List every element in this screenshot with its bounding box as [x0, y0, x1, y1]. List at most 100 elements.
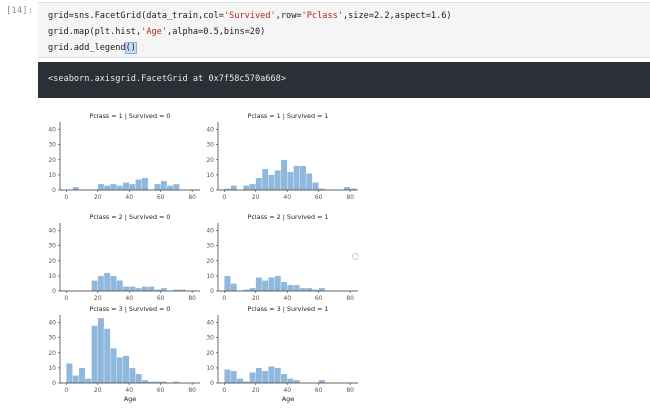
- histogram-bar: [274, 275, 282, 292]
- histogram-bar: [318, 379, 326, 384]
- histogram-bar: [305, 287, 313, 292]
- histogram-bar: [116, 357, 124, 384]
- x-tick-label: 0: [222, 295, 226, 302]
- x-tick-label: 0: [222, 387, 226, 394]
- histogram-bar: [255, 177, 263, 191]
- histogram-bar: [97, 317, 105, 384]
- histogram-bar: [122, 355, 130, 384]
- y-tick-label: 10: [48, 365, 56, 372]
- histogram-bar: [236, 378, 244, 384]
- histogram-bar: [287, 284, 294, 292]
- histogram-bar: [103, 272, 111, 292]
- histogram-bar: [299, 287, 307, 292]
- histogram-bar: [268, 277, 275, 292]
- x-tick-label: 80: [188, 387, 196, 394]
- matched-brackets: (): [124, 42, 138, 54]
- histogram-bar: [91, 280, 98, 292]
- y-tick-label: 30: [206, 243, 214, 250]
- facet-panel: Pclass = 1 | Survived = 1 0 10 20 30 40 0 20 40 6…: [206, 112, 358, 201]
- code-line-1[interactable]: grid=sns.FacetGrid(data_train,col='Survi…: [48, 11, 452, 21]
- histogram-bar: [122, 286, 130, 292]
- output-scroll-indicator[interactable]: [352, 253, 359, 260]
- facet-grid-figure: Pclass = 1 | Survived = 0 0 10 20 30 40 0 20 40 6…: [38, 104, 368, 410]
- x-tick-label: 20: [94, 295, 102, 302]
- x-tick-label: 20: [252, 387, 260, 394]
- histogram-bar: [243, 185, 250, 191]
- x-tick-label: 60: [315, 295, 323, 302]
- histogram-bar: [116, 280, 124, 292]
- facet-title: Pclass = 2 | Survived = 0: [90, 213, 171, 221]
- histogram-bar: [268, 174, 275, 191]
- code-token: grid.add_legend: [48, 43, 126, 53]
- histogram-bar: [91, 325, 98, 384]
- histogram-bar: [224, 275, 231, 292]
- x-tick-label: 60: [157, 387, 165, 394]
- histogram-bar: [129, 183, 136, 191]
- code-string: 'Pclass': [301, 11, 343, 21]
- code-cell[interactable]: grid=sns.FacetGrid(data_train,col='Survi…: [38, 2, 650, 58]
- histogram-bar: [147, 286, 155, 292]
- y-tick-label: 30: [206, 142, 214, 149]
- histogram-bar: [97, 275, 105, 292]
- histogram-bar: [72, 186, 80, 191]
- histogram-bar: [299, 165, 307, 191]
- y-tick-label: 0: [52, 288, 56, 295]
- histogram-bar: [173, 183, 180, 191]
- y-tick-label: 0: [52, 380, 56, 387]
- histogram-bar: [261, 168, 269, 191]
- facet-title: Pclass = 1 | Survived = 0: [90, 112, 171, 120]
- y-tick-label: 0: [210, 187, 214, 194]
- x-tick-label: 40: [125, 194, 133, 201]
- histogram-bar: [72, 375, 80, 384]
- x-tick-label: 0: [64, 295, 68, 302]
- histogram-bar: [249, 183, 256, 191]
- y-tick-label: 10: [206, 273, 214, 280]
- y-tick-label: 0: [52, 187, 56, 194]
- code-token: ,row=: [275, 11, 302, 21]
- x-tick-label: 80: [346, 194, 354, 201]
- x-tick-label: 80: [346, 387, 354, 394]
- histogram-bar: [110, 275, 117, 292]
- histogram-bar: [160, 287, 168, 292]
- histogram-bar: [141, 177, 149, 191]
- histogram-bar: [129, 286, 136, 292]
- x-tick-label: 20: [252, 194, 260, 201]
- y-tick-label: 40: [206, 320, 214, 327]
- histogram-bar: [293, 165, 300, 191]
- facet-title: Pclass = 3 | Survived = 0: [90, 305, 171, 313]
- facet-panel: Pclass = 2 | Survived = 0 0 10 20 30 40 0 20 40 6…: [48, 213, 200, 302]
- histogram-bar: [249, 287, 256, 292]
- histogram-bar: [280, 373, 288, 384]
- histogram-bar: [318, 287, 326, 292]
- histogram-bar: [261, 280, 269, 292]
- y-tick-label: 10: [206, 365, 214, 372]
- histogram-bar: [268, 366, 275, 384]
- x-tick-label: 40: [283, 387, 291, 394]
- x-tick-label: 80: [188, 194, 196, 201]
- x-tick-label: 40: [125, 387, 133, 394]
- y-tick-label: 20: [48, 157, 56, 164]
- y-tick-label: 40: [48, 320, 56, 327]
- histogram-bar: [261, 370, 269, 384]
- code-line-3[interactable]: grid.add_legend(): [48, 42, 138, 54]
- facet-panel: Pclass = 2 | Survived = 1 0 10 20 30 40 0 20 40 6…: [206, 213, 358, 302]
- facet-title: Pclass = 1 | Survived = 1: [248, 112, 329, 120]
- output-area: <seaborn.axisgrid.FacetGrid at 0x7f58c57…: [38, 62, 650, 98]
- code-line-2[interactable]: grid.map(plt.hist,'Age',alpha=0.5,bins=2…: [48, 27, 265, 37]
- y-tick-label: 0: [210, 288, 214, 295]
- code-token: grid.map(plt.hist,: [48, 27, 142, 37]
- y-tick-label: 30: [48, 243, 56, 250]
- y-tick-label: 40: [48, 228, 56, 235]
- histogram-bar: [85, 378, 92, 384]
- histogram-bar: [78, 367, 86, 384]
- facet-title: Pclass = 3 | Survived = 1: [248, 305, 329, 313]
- histogram-bar: [280, 159, 288, 191]
- histogram-bar: [287, 171, 294, 191]
- histogram-bar: [255, 277, 263, 292]
- y-tick-label: 40: [48, 127, 56, 134]
- histogram-bar: [274, 170, 282, 191]
- histogram-bar: [141, 379, 149, 384]
- x-axis-label: Age: [282, 395, 295, 403]
- y-tick-label: 30: [48, 335, 56, 342]
- histogram-bar: [66, 363, 73, 384]
